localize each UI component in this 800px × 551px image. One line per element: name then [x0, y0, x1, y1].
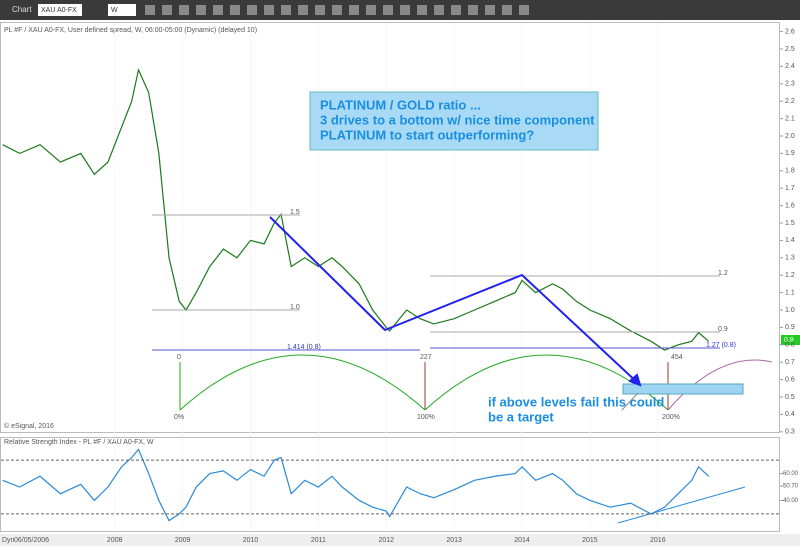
symbol-input[interactable] [38, 4, 82, 16]
y-tick-label: 40.00 [783, 498, 799, 504]
bar-count: 454 [671, 354, 683, 361]
note-box [309, 91, 599, 151]
cycle-pct: 200% [662, 414, 680, 421]
callout-line [621, 392, 639, 411]
y-tick-label: 0.5 [785, 394, 795, 401]
y-tick-label: 2.5 [785, 46, 795, 53]
x-tick-label: 2016 [650, 537, 666, 544]
target-note: if above levels fail this could [488, 394, 664, 409]
last-price-tag [781, 335, 800, 345]
fib-label: 1.27 (0.8) [706, 342, 736, 349]
y-tick-label: 1.6 [785, 202, 795, 209]
y-tick-label: 1.7 [785, 185, 795, 192]
y-tick-label: 1.9 [785, 150, 795, 157]
x-tick-label: 2009 [175, 537, 191, 544]
target-zone [622, 383, 744, 395]
fib-label: 1.0 [290, 304, 300, 311]
y-tick-label: 1.8 [785, 168, 795, 175]
fib-lines [152, 214, 720, 351]
window-title: Chart [12, 5, 32, 14]
y-tick-label: 0.4 [785, 411, 795, 418]
last-price: 0.8 [784, 337, 794, 344]
y-tick-label: 0.3 [785, 429, 795, 436]
mode: Dyn [2, 537, 15, 544]
y-tick-label: 2.6 [785, 28, 795, 35]
fib-label: 0.9 [718, 326, 728, 333]
x-tick-label: 2008 [107, 537, 123, 544]
interval: W [111, 7, 118, 14]
y-tick-label: 2.3 [785, 81, 795, 88]
x-tick-label: 2013 [446, 537, 462, 544]
fib-label: 1.414 (0.8) [287, 344, 321, 351]
note-line: PLATINUM / GOLD ratio ... [320, 97, 481, 112]
bar-count: 227 [420, 354, 432, 361]
fib-label: 1.2 [718, 270, 728, 277]
time-cycles [179, 354, 773, 411]
y-tick-label: 2.2 [785, 98, 795, 105]
y-tick-label: 60.00 [783, 471, 799, 477]
rsi-panel [0, 437, 780, 532]
drive-arrows [269, 216, 642, 387]
note-line: 3 drives to a bottom w/ nice time compon… [320, 112, 595, 127]
y-tick-label: 1.2 [785, 272, 795, 279]
interval-input[interactable] [108, 4, 136, 16]
toolbar-icons[interactable] [145, 5, 529, 15]
price-title: PL #F / XAU A0-FX, User defined spread, … [4, 27, 257, 34]
y-tick-label: 1.1 [785, 289, 795, 296]
series-line [2, 67, 710, 351]
cycle-pct: 100% [417, 414, 435, 421]
x-tick-label: 2015 [582, 537, 598, 544]
y-tick-label: 50.70 [783, 484, 799, 490]
target-note: be a target [488, 409, 554, 424]
y-tick-label: 1.4 [785, 237, 795, 244]
x-tick-label: 2010 [243, 537, 259, 544]
rsi-title: Relative Strength Index - PL #F / XAU A0… [4, 439, 154, 446]
y-tick-label: 0.8 [785, 342, 795, 349]
y-tick-label: 2.0 [785, 133, 795, 140]
start-date: 06/05/2006 [14, 537, 49, 544]
y-tick-label: 1.0 [785, 307, 795, 314]
y-tick-label: 0.7 [785, 359, 795, 366]
note-line: PLATINUM to start outperforming? [320, 127, 534, 142]
y-tick-label: 2.4 [785, 63, 795, 70]
fib-label: 1.5 [290, 209, 300, 216]
credit: © eSignal, 2016 [4, 422, 54, 430]
x-tick-label: 2011 [311, 537, 326, 544]
y-tick-label: 1.3 [785, 255, 795, 262]
series-line [2, 448, 710, 522]
symbol: XAU A0-FX [41, 7, 77, 14]
y-tick-label: 0.6 [785, 376, 795, 383]
status-bar [0, 534, 800, 546]
y-tick-label: 0.9 [785, 324, 795, 331]
y-tick-label: 2.1 [785, 115, 795, 122]
rsi-trendline [617, 486, 746, 524]
cycle-pct: 0% [174, 414, 184, 421]
bar-count: 0 [177, 354, 181, 361]
x-tick-label: 2014 [514, 537, 530, 544]
y-tick-label: 1.5 [785, 220, 795, 227]
x-tick-label: 2012 [378, 537, 394, 544]
price-panel [0, 22, 780, 433]
